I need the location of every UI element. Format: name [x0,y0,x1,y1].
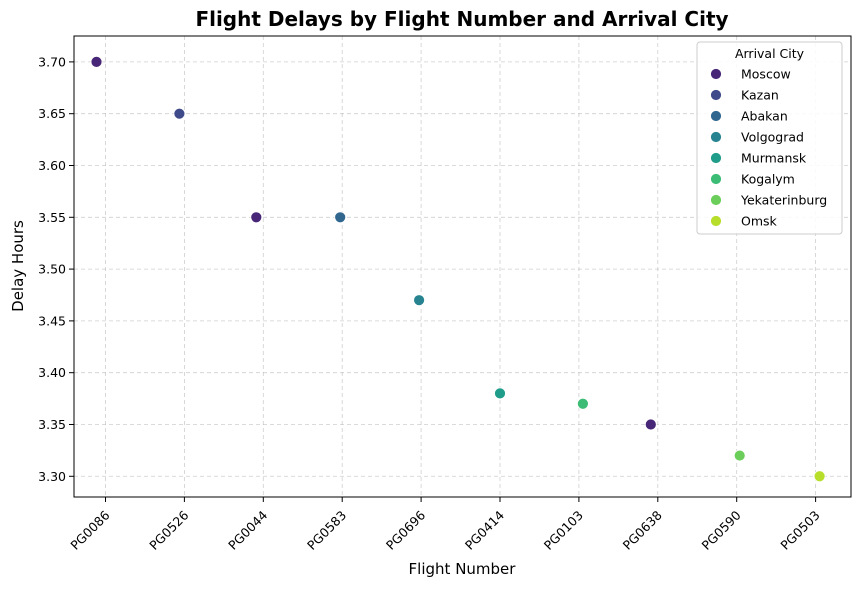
y-tick-label: 3.50 [38,262,66,277]
legend-label: Kogalym [741,172,795,187]
data-point [494,387,506,400]
y-tick-label: 3.45 [38,313,66,328]
legend-label: Moscow [741,67,791,82]
legend-box [696,41,843,235]
legend-marker [710,173,722,185]
y-tick-label: 3.60 [38,158,66,173]
chart-title: Flight Delays by Flight Number and Arriv… [195,7,728,31]
y-tick-label: 3.35 [38,417,66,432]
data-point [813,470,826,483]
plot-frame [73,35,852,498]
legend-title: Arrival City [735,46,805,61]
legend-marker [710,89,722,101]
y-tick-label: 3.65 [38,106,66,121]
y-tick-label: 3.70 [38,54,66,69]
legend-label: Kazan [741,88,779,103]
legend-marker [710,110,722,122]
legend-label: Yekaterinburg [740,193,827,208]
legend-label: Volgograd [741,130,804,145]
data-point [173,107,186,120]
data-point [90,55,103,68]
legend-marker [710,152,722,164]
data-point [413,294,426,307]
legend-label: Omsk [741,214,778,229]
legend-marker [710,215,722,227]
legend-label: Abakan [741,109,788,124]
legend-marker [710,131,722,143]
legend-label: Murmansk [741,151,807,166]
legend-marker [710,68,722,80]
legend-entries: Moscow Kazan Abakan Volgograd Murmansk Kogaly… [710,67,827,229]
data-point [250,211,263,224]
y-tick-label: 3.55 [38,210,66,225]
data-point [577,397,589,410]
legend-marker [710,194,722,206]
legend: Arrival City MoscowKazanAbakanVolgogradM… [696,41,843,235]
y-axis-label: Delay Hours [9,220,27,312]
y-axis-ticks: 3.30 3.35 3.40 3.45 3.50 3.55 3.60 3.65 3.70 [38,54,74,484]
x-axis-label: Flight Number [409,560,517,578]
data-point [733,449,746,462]
y-tick-label: 3.30 [38,469,66,484]
data-points [90,55,826,483]
data-point [334,211,347,224]
y-tick-label: 3.40 [38,365,66,380]
data-point [644,418,657,431]
